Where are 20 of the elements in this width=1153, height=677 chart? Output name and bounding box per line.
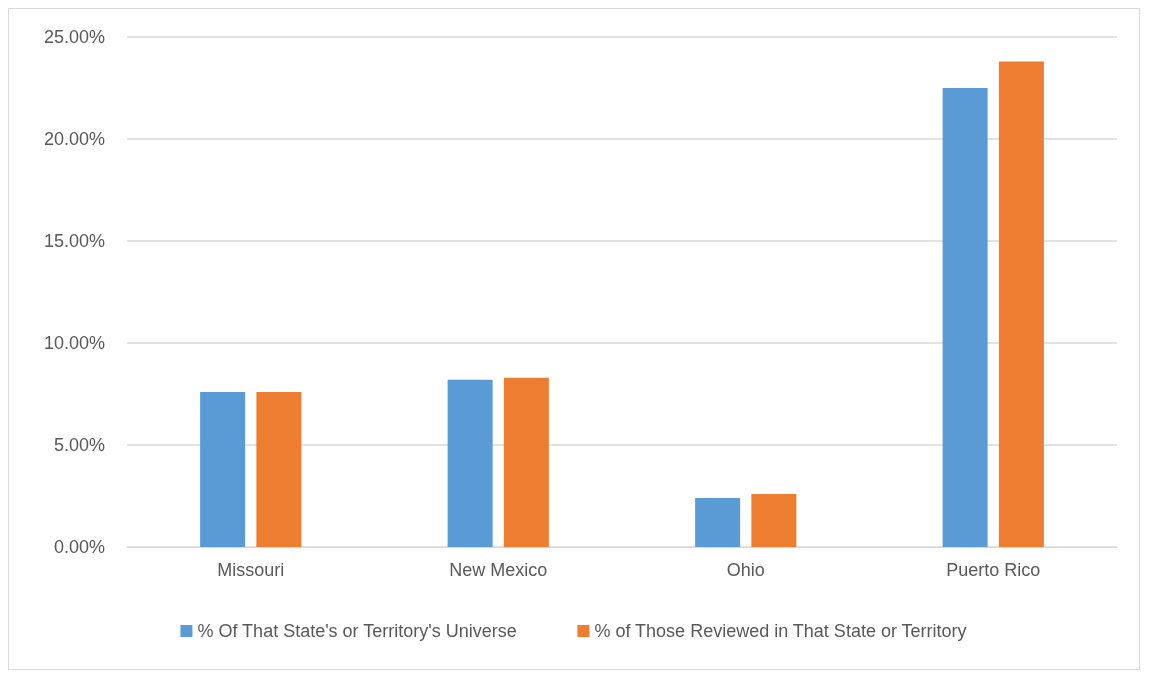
bar bbox=[256, 391, 302, 547]
y-tick-label: 25.00% bbox=[43, 27, 105, 47]
bar bbox=[695, 498, 741, 547]
legend-label: % of Those Reviewed in That State or Territory bbox=[594, 621, 967, 641]
y-tick-label: 0.00% bbox=[53, 537, 105, 557]
y-tick-label: 15.00% bbox=[43, 231, 105, 251]
bar bbox=[447, 379, 493, 547]
x-tick-label: Missouri bbox=[217, 560, 285, 580]
y-tick-label: 20.00% bbox=[43, 129, 105, 149]
bar bbox=[942, 88, 988, 547]
y-tick-label: 5.00% bbox=[53, 435, 105, 455]
legend-label: % Of That State's or Territory's Universe bbox=[197, 621, 517, 641]
bar bbox=[200, 391, 246, 547]
x-tick-label: Puerto Rico bbox=[946, 560, 1041, 580]
y-tick-label: 10.00% bbox=[43, 333, 105, 353]
bar bbox=[503, 377, 549, 547]
bar bbox=[751, 493, 797, 547]
x-tick-label: New Mexico bbox=[449, 560, 548, 580]
x-tick-label: Ohio bbox=[726, 560, 765, 580]
bar bbox=[998, 61, 1044, 547]
